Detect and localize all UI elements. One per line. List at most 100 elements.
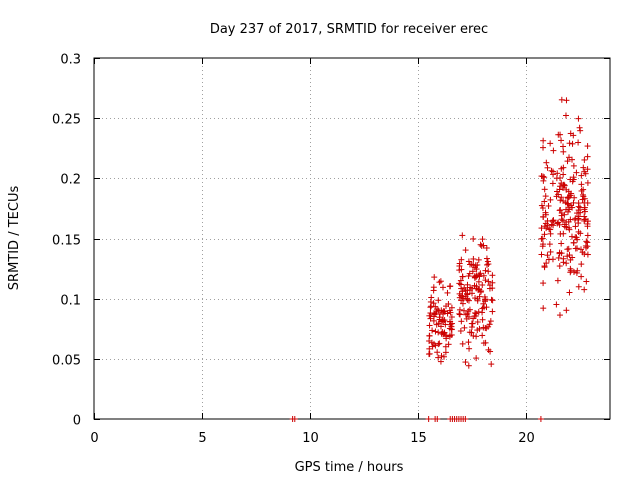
- data-point: [544, 222, 551, 229]
- data-point: [555, 254, 562, 261]
- data-point: [581, 204, 588, 211]
- data-point: [578, 273, 585, 280]
- data-point: [541, 231, 548, 238]
- data-point: [429, 327, 436, 334]
- data-point: [566, 226, 573, 233]
- data-point: [477, 270, 484, 277]
- data-point: [462, 359, 469, 366]
- data-point: [563, 186, 570, 193]
- data-point: [465, 258, 472, 265]
- data-point: [487, 318, 494, 325]
- data-point: [540, 144, 547, 151]
- data-point: [581, 213, 588, 220]
- data-point: [473, 272, 480, 279]
- data-point: [459, 293, 466, 300]
- data-point: [441, 308, 448, 315]
- data-point: [425, 416, 432, 422]
- data-point: [434, 306, 441, 313]
- data-point: [438, 307, 445, 314]
- data-point: [460, 307, 467, 314]
- data-point: [549, 180, 556, 187]
- data-point: [569, 204, 576, 211]
- data-point: [458, 256, 465, 263]
- data-point: [545, 256, 552, 263]
- data-point: [554, 277, 561, 284]
- data-point: [571, 216, 578, 223]
- data-point: [580, 164, 587, 171]
- data-point: [483, 255, 490, 262]
- chart-title: Day 237 of 2017, SRMTID for receiver ere…: [210, 22, 488, 37]
- data-point: [563, 97, 570, 104]
- data-point: [558, 96, 565, 103]
- data-point: [470, 315, 477, 322]
- data-point: [566, 140, 573, 147]
- data-point: [543, 159, 550, 166]
- y-tick-label: 0.3: [60, 53, 81, 68]
- data-point: [457, 277, 464, 284]
- data-point: [540, 177, 547, 184]
- x-axis-label: GPS time / hours: [295, 460, 404, 475]
- data-point: [467, 261, 474, 268]
- data-point: [426, 322, 433, 329]
- data-point: [570, 162, 577, 169]
- data-point: [485, 261, 492, 268]
- data-point: [584, 153, 591, 160]
- data-point: [578, 172, 585, 179]
- data-point: [426, 332, 433, 339]
- data-point: [584, 223, 591, 230]
- data-point: [553, 193, 560, 200]
- data-point: [583, 278, 590, 285]
- data-point: [581, 156, 588, 163]
- data-point: [475, 256, 482, 263]
- data-point: [557, 131, 564, 138]
- data-point: [475, 278, 482, 285]
- data-point: [486, 282, 493, 289]
- data-point: [447, 283, 454, 290]
- data-point: [580, 186, 587, 193]
- data-point: [581, 168, 588, 175]
- axis-ticks: 0 5 10 15 20 0 0.05 0.1 0.15 0.2 0.25 0.3: [52, 53, 610, 446]
- data-point: [432, 310, 439, 317]
- data-point: [439, 284, 446, 291]
- data-point: [556, 263, 563, 270]
- data-point: [448, 314, 455, 321]
- data-point: [443, 335, 450, 342]
- data-point: [537, 416, 544, 422]
- data-point: [556, 221, 563, 228]
- data-point: [435, 297, 442, 304]
- data-point: [479, 316, 486, 323]
- data-point: [561, 182, 568, 189]
- data-point: [560, 255, 567, 262]
- data-point: [436, 314, 443, 321]
- data-point: [575, 213, 582, 220]
- data-point: [470, 235, 477, 242]
- data-point: [580, 193, 587, 200]
- data-point: [565, 218, 572, 225]
- data-point: [557, 174, 564, 181]
- data-point: [427, 304, 434, 311]
- data-point: [548, 167, 555, 174]
- data-point: [426, 345, 433, 352]
- data-point: [468, 324, 475, 331]
- data-point: [563, 260, 570, 267]
- data-point: [465, 273, 472, 280]
- data-point: [480, 242, 487, 249]
- data-point: [570, 239, 577, 246]
- data-point: [558, 194, 565, 201]
- data-point: [464, 281, 471, 288]
- data-point: [479, 309, 486, 316]
- x-tick-label: 15: [410, 431, 427, 446]
- data-point: [578, 261, 585, 268]
- data-point: [584, 251, 591, 258]
- data-point: [474, 319, 481, 326]
- data-point: [474, 327, 481, 334]
- data-point: [469, 320, 476, 327]
- data-point: [564, 253, 571, 260]
- data-point: [568, 233, 575, 240]
- data-point: [567, 267, 574, 274]
- data-point: [489, 297, 496, 304]
- data-point: [563, 307, 570, 314]
- data-point: [547, 196, 554, 203]
- data-point: [577, 127, 584, 134]
- x-tick-label: 0: [90, 431, 98, 446]
